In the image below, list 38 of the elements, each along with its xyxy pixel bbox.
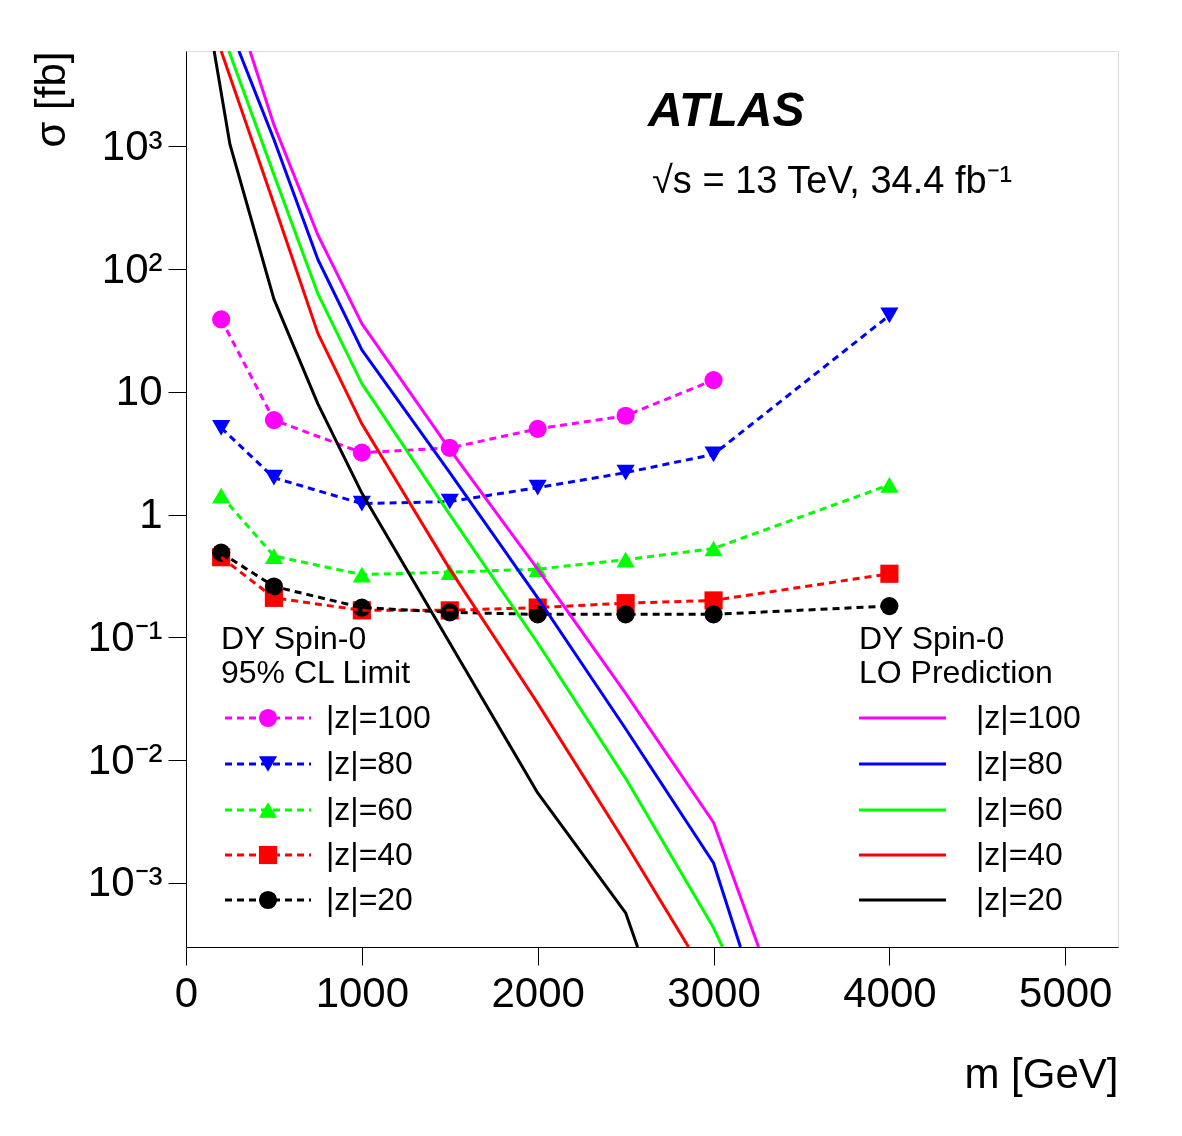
annotation: √s = 13 TeV, 34.4 fb⁻¹ [652, 159, 1013, 201]
legend-label: |z|=40 [326, 836, 413, 872]
x-tick-label: 2000 [491, 968, 585, 1016]
y-axis-title: σ [fb] [26, 51, 74, 148]
point [704, 370, 723, 390]
y-tick-label: 10⁻² [87, 735, 163, 783]
y-tick-label: 1 [139, 490, 163, 538]
legend-label: |z|=60 [326, 791, 413, 827]
x-tick-label: 4000 [843, 968, 937, 1016]
legend-label: |z|=20 [976, 881, 1063, 917]
legend-label: |z|=100 [326, 699, 431, 735]
legend-label: |z|=80 [976, 745, 1063, 781]
point [880, 476, 899, 493]
legend-label: |z|=40 [976, 836, 1063, 872]
y-tick-label: 10⁻¹ [87, 612, 163, 660]
point [616, 551, 635, 568]
point [880, 307, 899, 324]
point [264, 548, 284, 564]
point [212, 419, 231, 436]
x-axis-title: m [GeV] [964, 1049, 1119, 1097]
legend-label: |z|=80 [326, 745, 413, 781]
annotation: DY Spin-0 [859, 620, 1005, 656]
legend-label: |z|=20 [326, 881, 413, 917]
y-tick-label: 10² [101, 244, 163, 292]
annotation: DY Spin-0 [221, 620, 367, 656]
annotation: ATLAS [647, 83, 805, 136]
x-tick-label: 3000 [667, 968, 761, 1016]
x-tick-label: 1000 [315, 968, 410, 1016]
point [880, 596, 899, 616]
y-tick-label: 10³ [101, 122, 163, 169]
point [212, 310, 231, 329]
legend-label: |z|=60 [976, 791, 1063, 827]
legend-label: |z|=100 [976, 699, 1081, 735]
y-tick-label: 10 [115, 367, 163, 415]
x-tick-label: 0 [174, 968, 199, 1016]
x-tick-label: 5000 [1019, 968, 1113, 1016]
point [880, 564, 899, 583]
y-tick-label: 10⁻³ [87, 858, 163, 906]
